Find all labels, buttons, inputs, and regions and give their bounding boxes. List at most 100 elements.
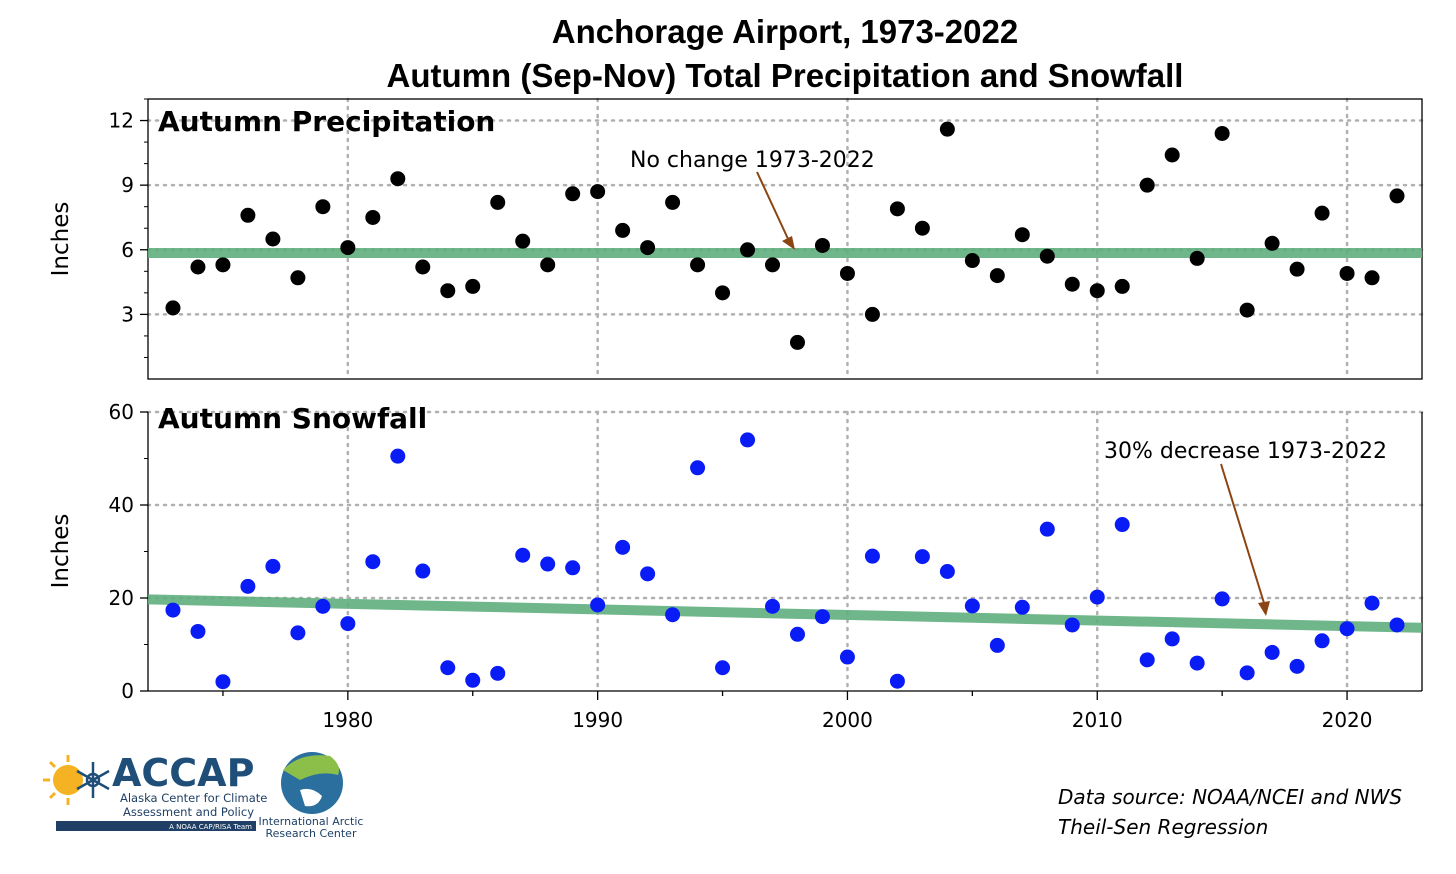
snowfall-point-1991 <box>615 539 631 555</box>
snowfall-point-2016 <box>1239 665 1255 681</box>
snowfall-point-1979 <box>315 598 331 614</box>
precipitation-point-2011 <box>1114 278 1130 294</box>
snowfall-trend-line <box>147 594 1423 633</box>
snowfall-point-2006 <box>989 637 1005 653</box>
precipitation-point-2005 <box>964 253 980 269</box>
precipitation-panel-title: Autumn Precipitation <box>158 105 495 138</box>
snowfall-point-1992 <box>640 566 656 582</box>
snowfall-point-2017 <box>1264 644 1280 660</box>
snowfall-point-2011 <box>1114 517 1130 533</box>
precipitation-point-1991 <box>615 222 631 238</box>
precipitation-point-1993 <box>665 194 681 210</box>
snowfall-points <box>165 432 1405 690</box>
snowfall-point-2018 <box>1289 658 1305 674</box>
precipitation-ytick-label-9: 9 <box>121 173 134 197</box>
precipitation-point-1999 <box>814 237 830 253</box>
precipitation-point-1982 <box>390 171 406 187</box>
precipitation-point-2002 <box>889 201 905 217</box>
precipitation-point-1976 <box>240 207 256 223</box>
precipitation-point-1988 <box>540 257 556 273</box>
precipitation-point-2018 <box>1289 261 1305 277</box>
precipitation-point-2010 <box>1089 283 1105 299</box>
accap-band-text: A NOAA CAP/RISA Team <box>169 823 252 831</box>
snowfall-point-2001 <box>864 548 880 564</box>
sun-snowflake-icon <box>43 755 110 805</box>
snowfall-point-1998 <box>789 626 805 642</box>
snowfall-panel: 0 20 40 60 1980 1990 2000 2010 2020 Autumn Snow… <box>48 400 1424 732</box>
x-axis-ticks: 1980 1990 2000 2010 2020 <box>222 691 1373 732</box>
precipitation-point-1979 <box>315 199 331 215</box>
snowfall-point-1977 <box>265 558 281 574</box>
snowfall-point-1981 <box>365 554 381 570</box>
precipitation-point-1984 <box>440 283 456 299</box>
snowfall-ytick-label-20: 20 <box>109 586 134 610</box>
precipitation-panel: 3 6 9 12 Autumn Precipitation Inches No cha… <box>48 97 1424 381</box>
precipitation-point-2016 <box>1239 302 1255 318</box>
snowfall-point-2010 <box>1089 589 1105 605</box>
precipitation-point-2019 <box>1314 205 1330 221</box>
data-source-text: Data source: NOAA/NCEI and NWS <box>1058 785 1402 809</box>
iarc-logo: International Arctic Research Center <box>259 752 364 840</box>
snowfall-point-2002 <box>889 673 905 689</box>
snowfall-point-2007 <box>1014 599 1030 615</box>
snowfall-point-2019 <box>1314 633 1330 649</box>
snowfall-ytick-label-60: 60 <box>109 400 134 424</box>
snowfall-point-1983 <box>415 563 431 579</box>
accap-line2: Assessment and Policy <box>123 805 254 819</box>
precipitation-point-2000 <box>839 265 855 281</box>
snowfall-point-1987 <box>515 547 531 563</box>
iarc-line2: Research Center <box>266 827 357 840</box>
precipitation-point-2001 <box>864 306 880 322</box>
precipitation-point-1995 <box>715 285 731 301</box>
precipitation-grid <box>146 97 1424 381</box>
chart-title-line2: Autumn (Sep-Nov) Total Precipitation and… <box>387 57 1184 94</box>
snowfall-point-1976 <box>240 578 256 594</box>
snowfall-point-1993 <box>665 607 681 623</box>
precipitation-point-1977 <box>265 231 281 247</box>
precipitation-point-1980 <box>340 240 356 256</box>
precipitation-y-ticks: 3 6 9 12 <box>109 98 148 358</box>
precipitation-point-1997 <box>765 257 781 273</box>
x-tick-label-1990: 1990 <box>572 708 623 732</box>
snowfall-point-2021 <box>1364 595 1380 611</box>
precipitation-point-1978 <box>290 270 306 286</box>
snowfall-point-2000 <box>839 649 855 665</box>
iarc-line1: International Arctic <box>259 815 364 828</box>
globe-icon <box>281 752 343 814</box>
precipitation-point-1989 <box>565 186 581 202</box>
snowfall-point-1996 <box>740 432 756 448</box>
precipitation-point-2007 <box>1014 227 1030 243</box>
precipitation-point-2012 <box>1139 177 1155 193</box>
precipitation-point-1994 <box>690 257 706 273</box>
snowfall-point-1989 <box>565 560 581 576</box>
precipitation-points <box>165 121 1405 350</box>
precipitation-point-2020 <box>1339 265 1355 281</box>
accap-logo: ACCAP Alaska Center for Climate Assessme… <box>43 751 267 831</box>
snowfall-point-1994 <box>690 460 706 476</box>
snowfall-point-1997 <box>765 598 781 614</box>
snowfall-point-2003 <box>914 549 930 565</box>
x-tick-label-2010: 2010 <box>1072 708 1123 732</box>
snowfall-grid <box>146 410 1424 693</box>
precipitation-point-1975 <box>215 257 231 273</box>
precipitation-point-1985 <box>465 278 481 294</box>
snowfall-point-1982 <box>390 448 406 464</box>
precipitation-point-1983 <box>415 259 431 275</box>
x-tick-label-2020: 2020 <box>1322 708 1373 732</box>
chart-title-line1: Anchorage Airport, 1973-2022 <box>552 13 1018 50</box>
snowfall-y-axis-label: Inches <box>48 514 74 589</box>
precipitation-ytick-label-3: 3 <box>121 302 134 326</box>
snowfall-point-1978 <box>290 625 306 641</box>
snowfall-point-2014 <box>1189 655 1205 671</box>
precipitation-plot-frame <box>147 98 1423 380</box>
x-tick-label-1980: 1980 <box>322 708 373 732</box>
precipitation-point-1992 <box>640 240 656 256</box>
snowfall-point-1975 <box>215 674 231 690</box>
precipitation-ytick-label-6: 6 <box>121 238 134 262</box>
x-tick-label-2000: 2000 <box>822 708 873 732</box>
accap-name: ACCAP <box>112 751 254 795</box>
precipitation-point-1996 <box>740 242 756 258</box>
precipitation-point-2008 <box>1039 248 1055 264</box>
snowfall-point-1980 <box>340 616 356 632</box>
